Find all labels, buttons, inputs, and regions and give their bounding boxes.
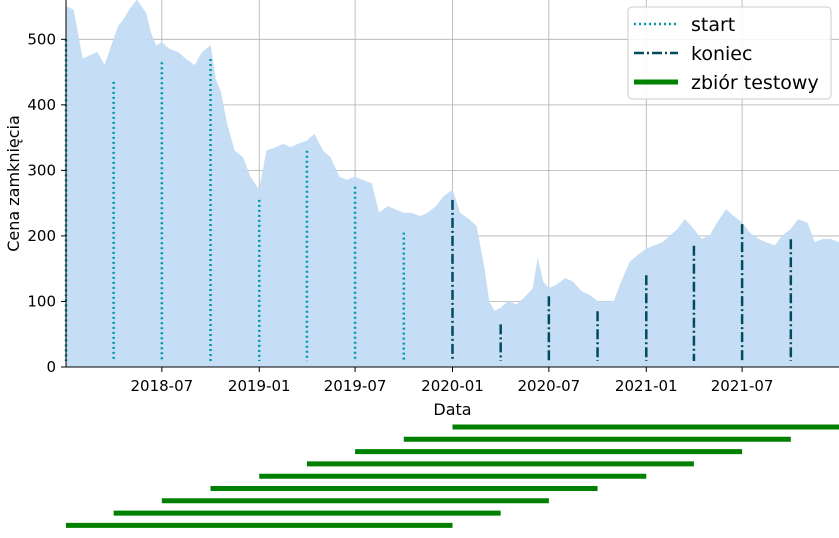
x-tick-label: 2020-01 <box>421 377 484 395</box>
y-tick-label: 200 <box>27 227 56 245</box>
tick-layer: 2018-07 2019-01 2019-07 2020-01 2020-07 2021-… <box>27 30 773 395</box>
y-tick-label: 100 <box>27 292 56 310</box>
x-tick-label: 2020-07 <box>518 377 581 395</box>
y-axis-title: Cena zamknięcia <box>4 115 23 252</box>
legend-end-label: koniec <box>691 43 752 65</box>
x-tick-label: 2019-01 <box>228 377 291 395</box>
y-tick-label: 300 <box>27 161 56 179</box>
y-tick-label: 0 <box>46 358 56 376</box>
legend: start koniec zbiór testowy <box>627 6 832 100</box>
y-tick-label: 500 <box>27 30 56 48</box>
x-axis-title: Data <box>433 400 471 419</box>
legend-box <box>627 6 832 100</box>
x-tick-label: 2018-07 <box>130 377 193 395</box>
legend-start-label: start <box>691 14 735 36</box>
legend-test-label: zbiór testowy <box>691 72 819 94</box>
testset-layer <box>66 424 839 528</box>
x-tick-label: 2021-07 <box>711 377 774 395</box>
y-tick-label: 400 <box>27 96 56 114</box>
x-tick-label: 2021-01 <box>615 377 678 395</box>
x-tick-label: 2019-07 <box>324 377 387 395</box>
